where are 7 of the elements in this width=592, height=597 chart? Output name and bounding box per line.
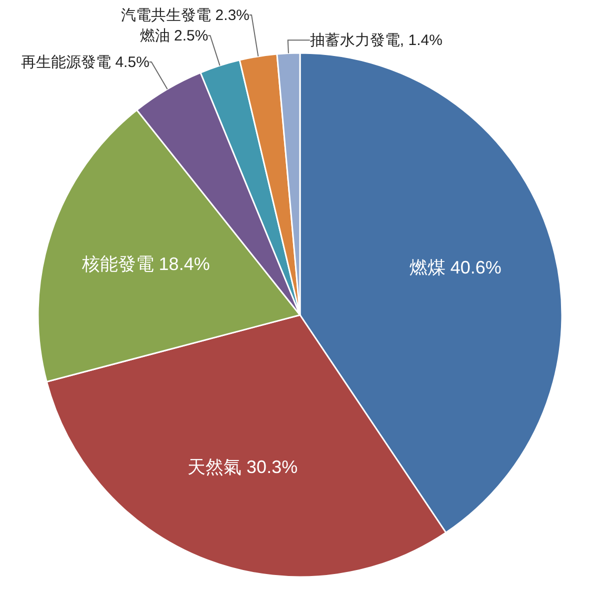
slice-label: 燃油 2.5% — [140, 28, 208, 45]
slice-label: 再生能源發電 4.5% — [21, 54, 150, 71]
slice-label: 汽電共生發電 2.3% — [121, 6, 250, 24]
slice-label: 天然氣 30.3% — [188, 456, 298, 477]
slice-label: 核能發電 18.4% — [80, 254, 210, 274]
slice-label: 抽蓄水力發電, 1.4% — [310, 32, 442, 50]
slice-label: 燃煤 40.6% — [409, 258, 502, 278]
